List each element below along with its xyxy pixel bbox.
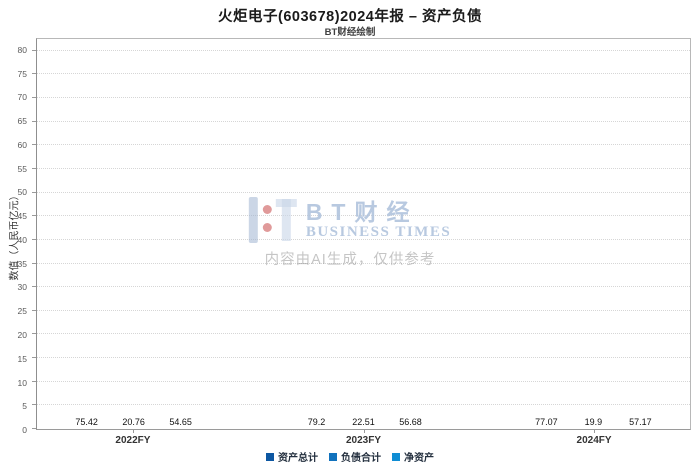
gridline (37, 49, 690, 51)
x-tick-label: 2023FY (345, 435, 382, 446)
y-axis-tick (32, 357, 36, 359)
y-tick-label: 0 (22, 425, 27, 435)
gridline (37, 191, 690, 193)
legend-swatch (329, 452, 337, 461)
bar-value-label: 77.07 (535, 417, 558, 427)
y-tick-label: 30 (17, 282, 27, 293)
legend-item-资产总计: 资产总计 (266, 449, 318, 464)
y-axis-tick (32, 238, 36, 240)
chart-subtitle: BT财经绘制 (324, 27, 376, 38)
x-axis-tick (132, 430, 134, 433)
y-axis-tick (32, 404, 36, 406)
x-tick-label: 2024FY (576, 435, 612, 446)
legend-swatch (392, 452, 400, 461)
bar-value-label: 56.68 (399, 417, 422, 427)
y-tick-label: 25 (17, 306, 27, 317)
gridline (37, 120, 690, 122)
legend-label: 净资产 (404, 453, 434, 464)
gridline (37, 144, 690, 146)
y-tick-label: 20 (17, 329, 27, 340)
y-tick-label: 35 (17, 258, 27, 269)
gridline (37, 357, 690, 359)
y-axis-tick (32, 333, 36, 335)
y-axis-tick (32, 262, 36, 264)
y-tick-label: 65 (17, 116, 27, 127)
gridline (37, 215, 690, 217)
y-tick-label: 45 (17, 211, 27, 222)
legend-item-净资产: 净资产 (392, 449, 434, 464)
gridline (37, 238, 690, 240)
gridline (37, 262, 690, 264)
y-tick-label: 75 (17, 68, 27, 79)
y-axis-tick-labels: 0 5 10 15 20 25 30 35 40 45 50 55 60 65 70 75 80 (0, 38, 30, 435)
y-tick-label: 80 (17, 44, 27, 55)
x-tick-label: 2022FY (115, 435, 151, 446)
y-tick-label: 50 (17, 187, 27, 198)
y-axis-tick (32, 73, 36, 75)
y-axis-tick (32, 309, 36, 311)
y-axis-tick (32, 191, 36, 193)
gridline (37, 73, 690, 75)
x-axis: 2022FY 2023FY 2024FY (36, 430, 691, 450)
y-axis-tick (32, 120, 36, 122)
gridline (37, 333, 690, 335)
y-axis-tick (32, 144, 36, 146)
y-axis-tick (32, 49, 36, 51)
legend-label: 负债合计 (341, 453, 381, 464)
gridline (37, 380, 690, 382)
x-axis-tick (594, 430, 596, 433)
y-axis-tick (32, 97, 36, 99)
bar-value-label: 20.76 (122, 417, 145, 427)
bar-value-label: 54.65 (169, 417, 192, 427)
y-tick-label: 15 (17, 353, 27, 364)
bar-value-label: 75.42 (75, 417, 98, 427)
legend: 资产总计 负债合计 净资产 (0, 449, 700, 464)
gridline (37, 168, 690, 170)
y-axis-tick (32, 215, 36, 217)
gridline (37, 404, 690, 406)
gridline (37, 97, 690, 99)
y-axis-tick (32, 380, 36, 382)
y-axis-tick (32, 168, 36, 170)
legend-item-负债合计: 负债合计 (329, 449, 381, 464)
plot-area: 75.42 20.76 54.65 79.2 22.51 56.68 77.07 19.9 57… (32, 38, 691, 430)
y-tick-label: 70 (17, 92, 27, 103)
bar-value-label: 22.51 (352, 417, 375, 427)
y-tick-label: 60 (17, 139, 27, 150)
chart-title: 火炬电子(603678)2024年报 – 资产负债 (218, 9, 482, 25)
gridline (37, 309, 690, 311)
y-axis-tick (32, 428, 36, 429)
y-tick-label: 5 (22, 401, 27, 412)
y-tick-label: 10 (17, 377, 27, 388)
legend-label: 资产总计 (278, 453, 318, 464)
x-axis-tick (363, 430, 365, 433)
bar-value-label: 79.2 (307, 417, 326, 427)
y-tick-label: 55 (17, 163, 27, 174)
gridline (37, 286, 690, 288)
bar-value-label: 19.9 (584, 417, 603, 427)
bar-value-label: 57.17 (629, 417, 652, 427)
y-axis-tick (32, 286, 36, 288)
y-tick-label: 40 (17, 234, 27, 245)
legend-swatch (266, 452, 274, 461)
